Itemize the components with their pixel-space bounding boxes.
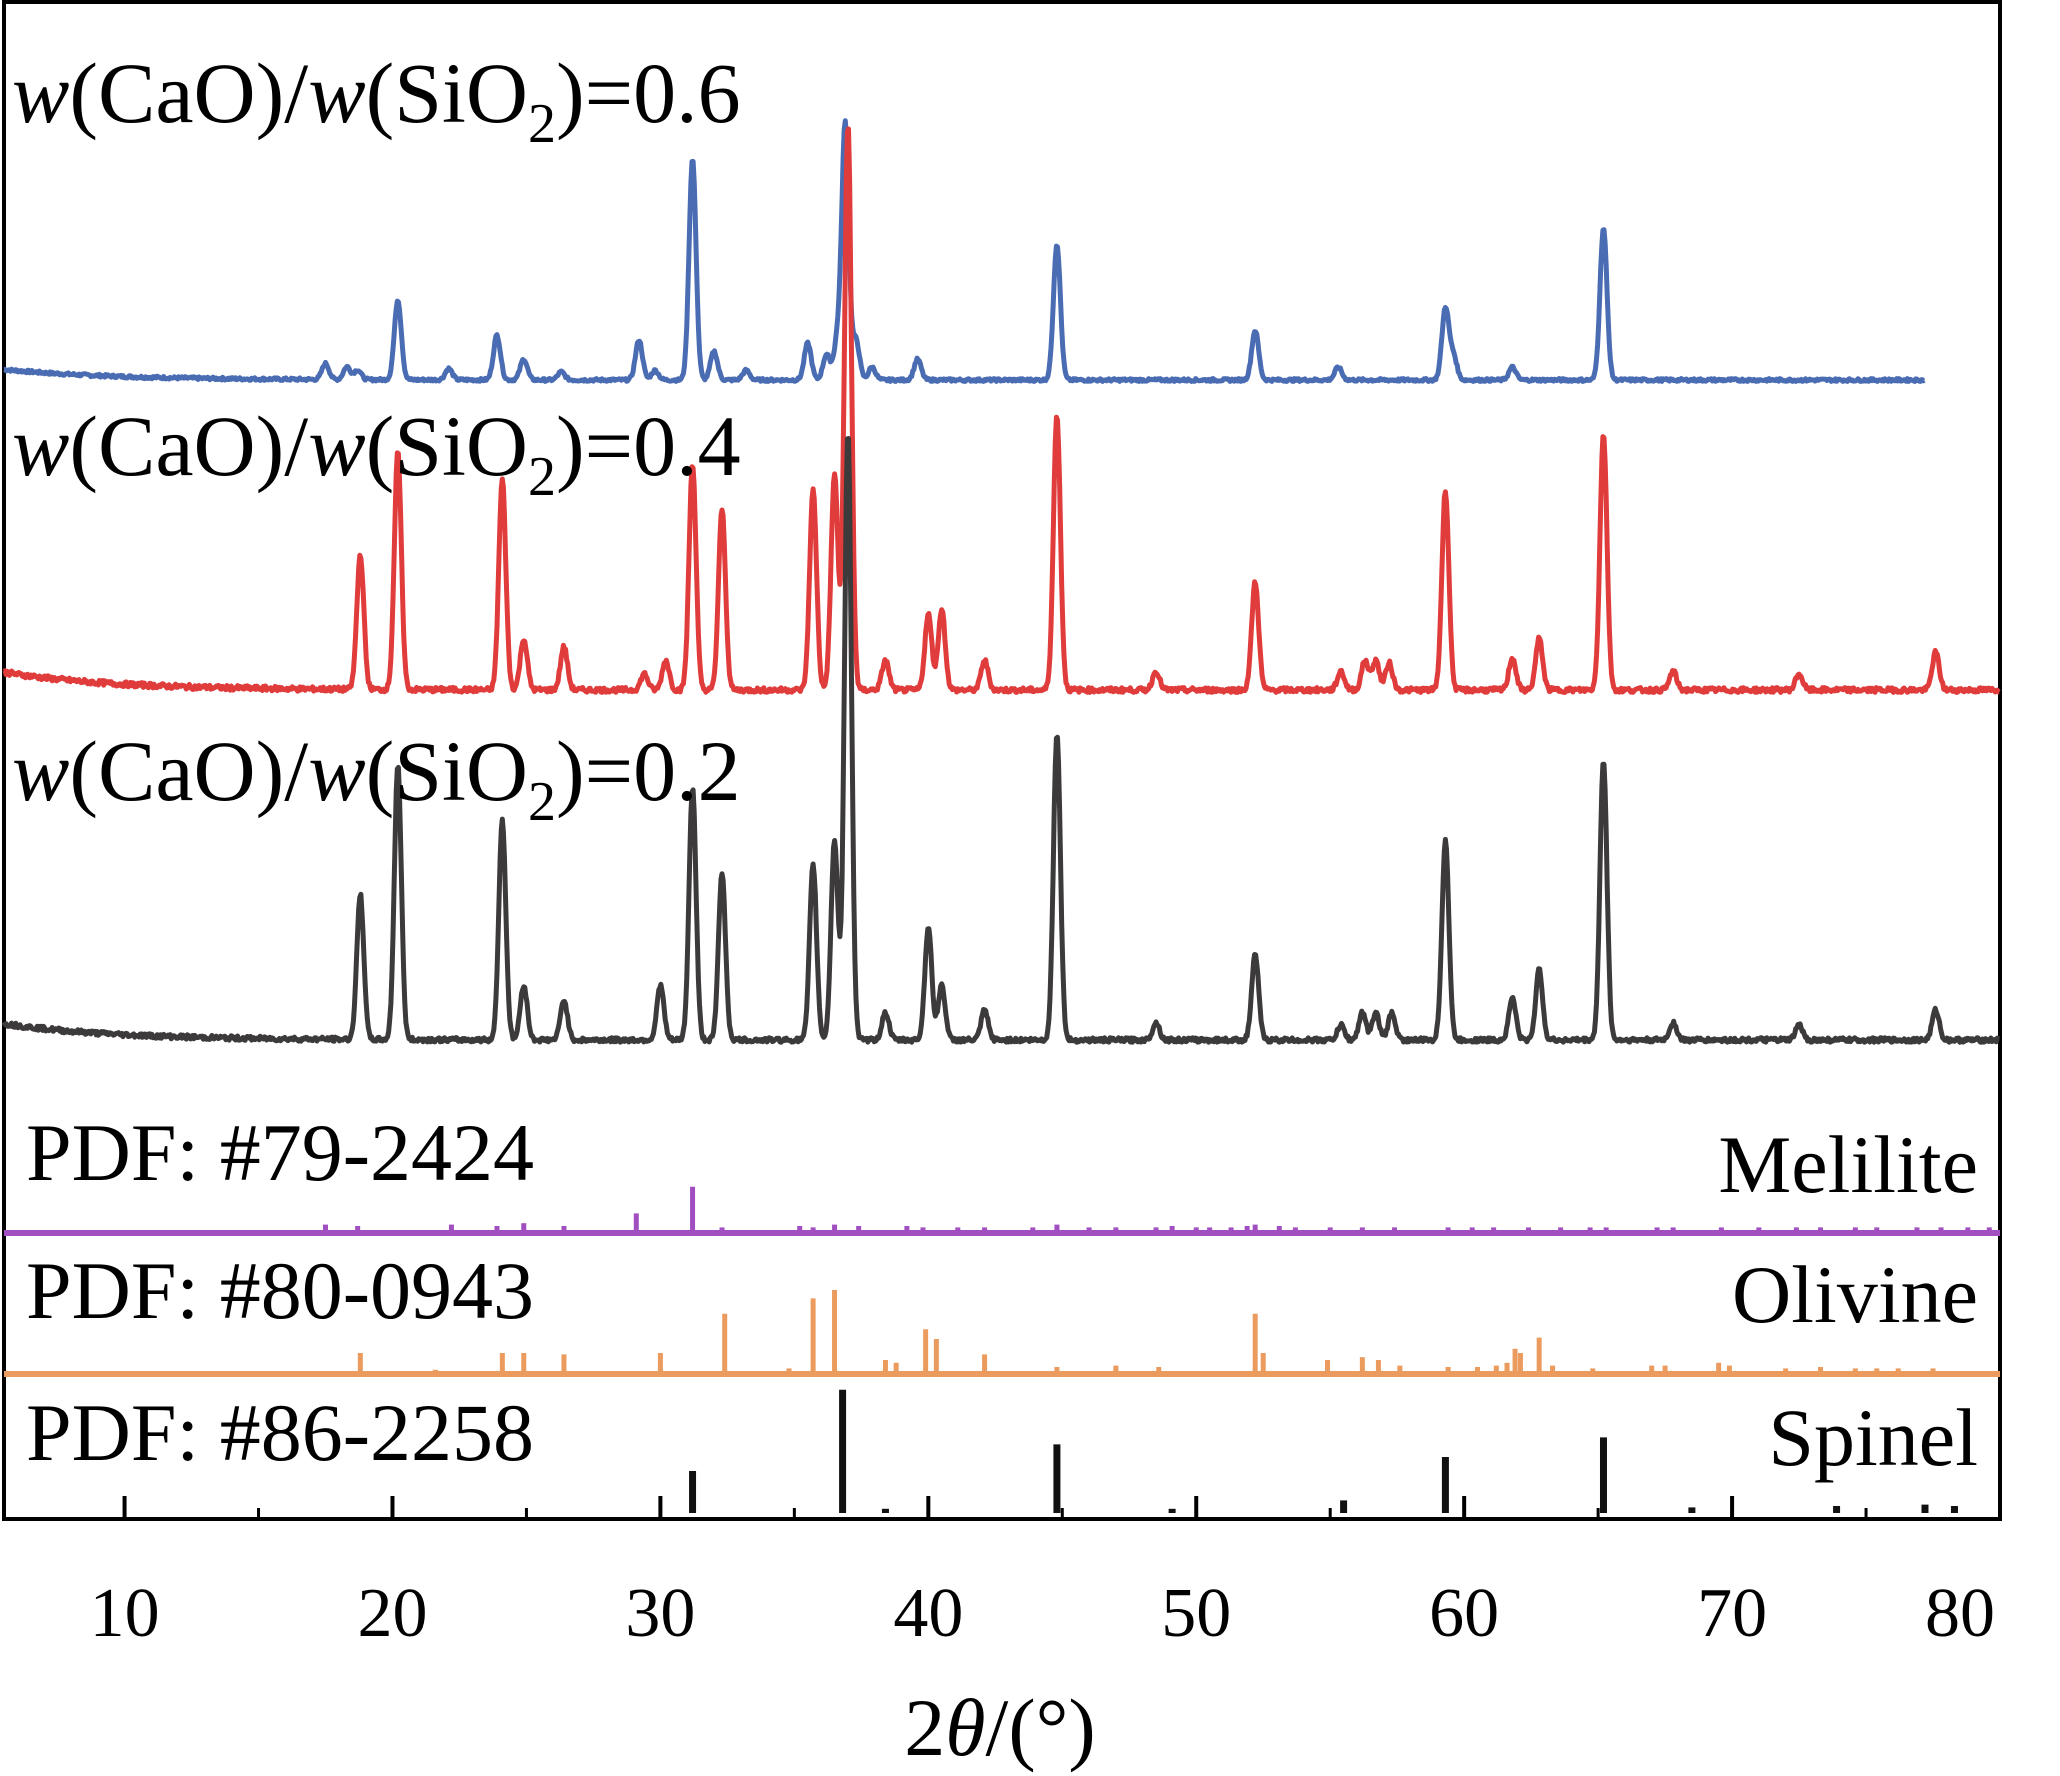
x-tick-label: 50 xyxy=(1161,1575,1231,1652)
label-group: w(CaO)/w(SiO2)=0.6 w(CaO)/w(SiO2)=0.4 w(Ca… xyxy=(12,45,1978,1483)
reference-phase-label: Olivine xyxy=(1732,1249,1978,1340)
x-axis-ticks: 10 20 30 40 50 60 70 80 xyxy=(90,1496,2002,1652)
x-axis-label: 2θ/(°) xyxy=(904,1682,1095,1773)
x-tick-label: 10 xyxy=(90,1575,160,1652)
series-label: w(CaO)/w(SiO2)=0.2 xyxy=(12,723,741,833)
reference-pdf-label: PDF: #79-2424 xyxy=(26,1107,534,1198)
x-tick-label: 40 xyxy=(893,1575,963,1652)
x-tick-label: 60 xyxy=(1429,1575,1499,1652)
x-tick-label: 20 xyxy=(357,1575,427,1652)
x-tick-label: 80 xyxy=(1925,1575,1995,1652)
series-line xyxy=(2,118,1926,384)
series-group xyxy=(1,118,2001,1045)
reference-pdf-label: PDF: #86-2258 xyxy=(26,1387,534,1478)
reference-phase-label: Spinel xyxy=(1768,1392,1978,1483)
series-label: w(CaO)/w(SiO2)=0.6 xyxy=(12,45,741,155)
reference-pdf-label: PDF: #80-0943 xyxy=(26,1245,534,1336)
x-tick-label: 70 xyxy=(1697,1575,1767,1652)
series-line xyxy=(1,436,2001,1045)
series-line xyxy=(2,126,2001,695)
reference-phase-label: Melilite xyxy=(1718,1119,1978,1210)
reference-group xyxy=(4,1186,2000,1513)
x-tick-label: 30 xyxy=(625,1575,695,1652)
series-label: w(CaO)/w(SiO2)=0.4 xyxy=(12,398,741,508)
plot-frame xyxy=(2,0,2002,1521)
